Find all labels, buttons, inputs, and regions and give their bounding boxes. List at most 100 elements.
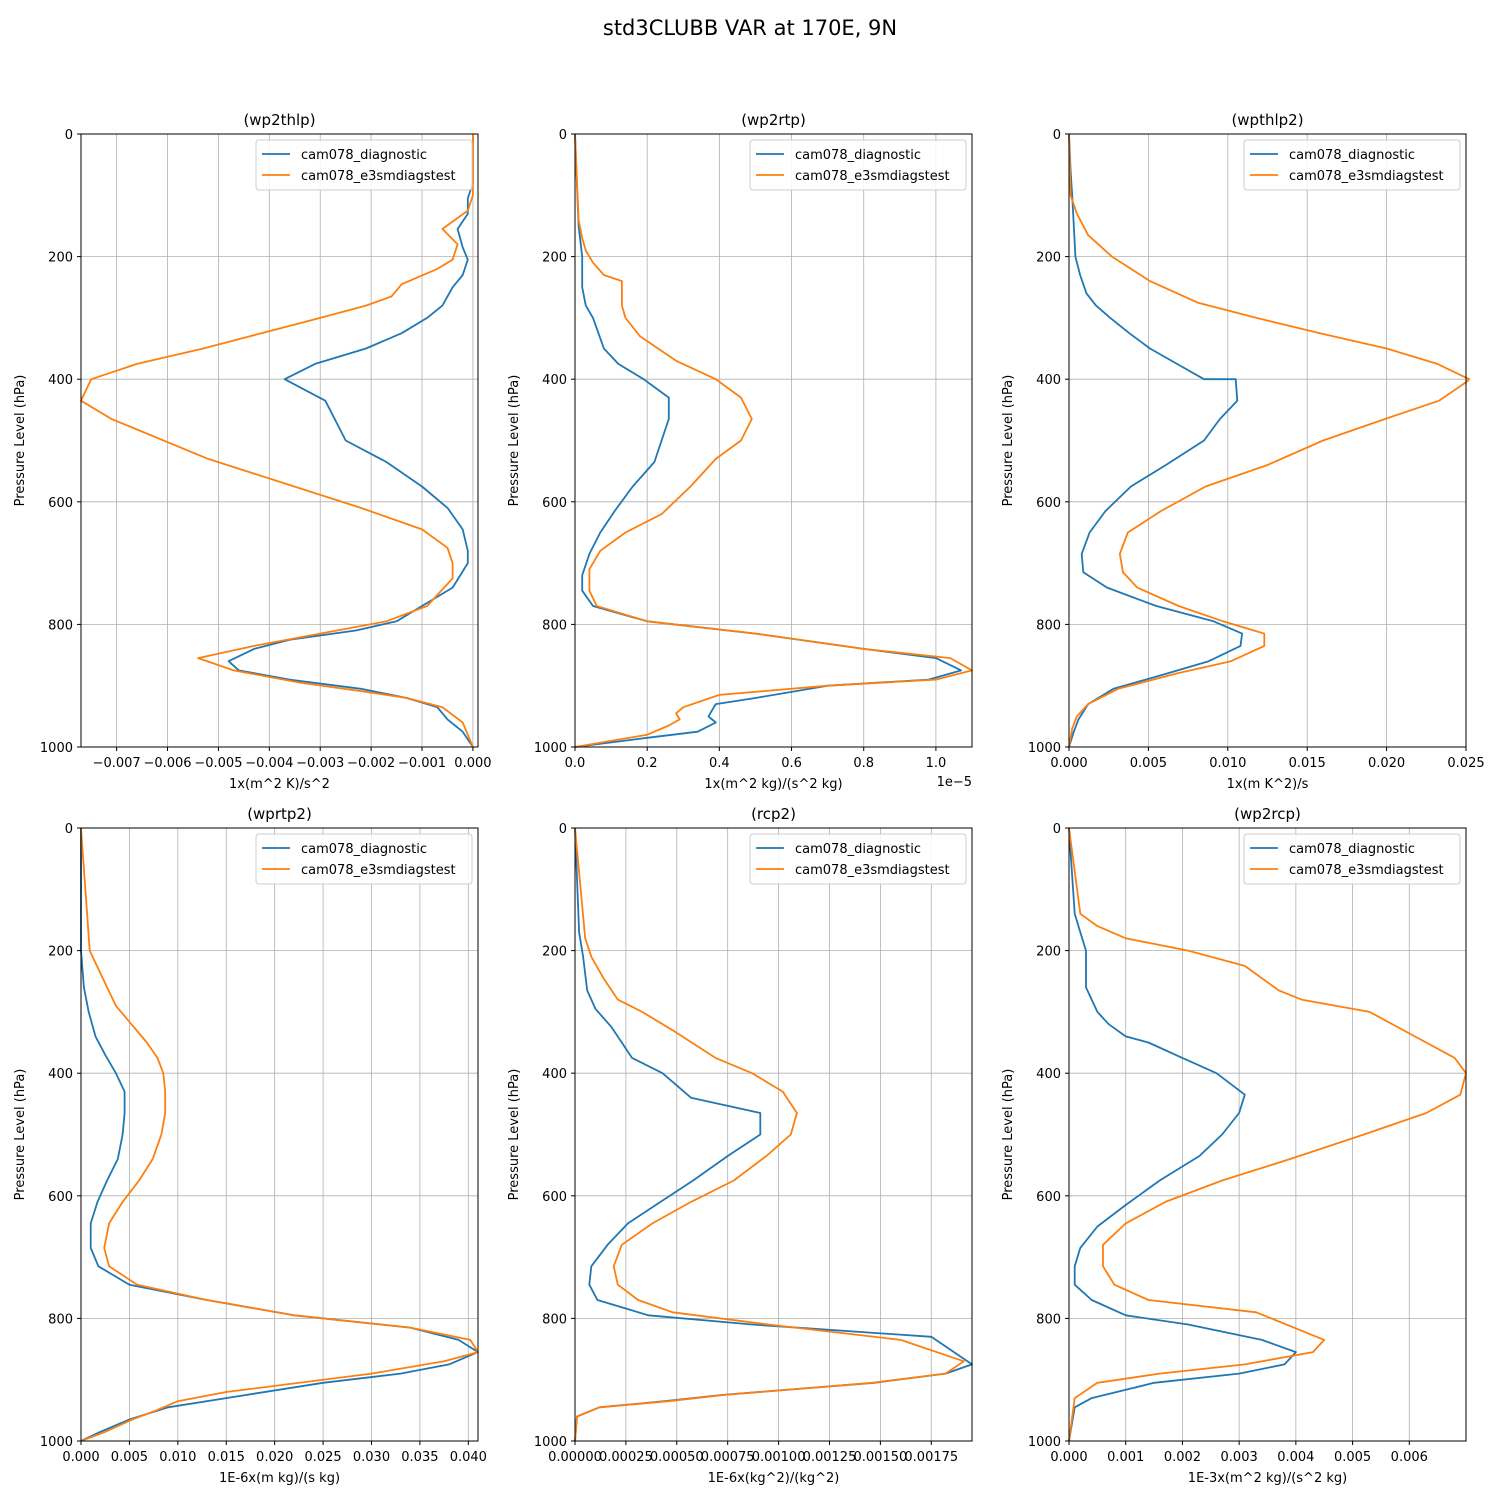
axes-frame — [1068, 827, 1467, 1442]
subplot-4: 0.000 0.005 0.010 0.015 0.020 0.025 0.030 0.035… — [13, 805, 487, 1486]
subplot-6: 0.000 0.001 0.002 0.003 0.004 0.005 0.006 0 200 4… — [1001, 805, 1467, 1486]
series-line-e3smdiagstest — [80, 827, 479, 1442]
x-tick-label: −0.006 — [143, 756, 191, 771]
x-tick-label: 0.00125 — [803, 1450, 857, 1465]
legend-label: cam078_diagnostic — [301, 148, 427, 163]
series-line-diagnostic — [80, 828, 479, 1442]
x-tick-label: 0.006 — [1391, 1450, 1428, 1465]
x-tick-label: 0.001 — [1107, 1450, 1144, 1465]
x-tick-label: 0.000 — [62, 1450, 99, 1465]
legend-label: cam078_diagnostic — [795, 842, 921, 857]
axes-frame — [80, 827, 479, 1442]
x-axis-label: 1E-3x(m^2 kg)/(s^2 kg) — [1188, 1471, 1347, 1486]
subplot-title: (wp2rtp) — [741, 111, 806, 129]
y-axis-label: Pressure Level (hPa) — [13, 375, 28, 507]
x-tick-label: 0.8 — [853, 756, 874, 771]
x-tick-label: 0.00175 — [904, 1450, 958, 1465]
subplot-5: 0.000000.000250.000500.000750.001000.001… — [507, 805, 973, 1486]
legend-label: cam078_e3smdiagstest — [301, 169, 456, 184]
x-tick-label: 0.2 — [637, 756, 658, 771]
legend: cam078_diagnostic cam078_e3smdiagstest — [255, 833, 473, 885]
subplot-title: (wprtp2) — [247, 805, 312, 823]
y-tick-label: 200 — [542, 945, 567, 960]
y-tick-label: 800 — [1036, 1312, 1061, 1327]
y-tick-label: 400 — [542, 373, 567, 388]
x-tick-label: 0.000 — [454, 756, 491, 771]
x-tick-label: 0.000 — [1050, 1450, 1087, 1465]
y-tick-label: 1000 — [40, 741, 73, 756]
y-tick-label: 800 — [48, 1312, 73, 1327]
x-tick-label: 0.020 — [1368, 756, 1405, 771]
x-tick-label: 0.010 — [159, 1450, 196, 1465]
y-tick-label: 400 — [48, 373, 73, 388]
x-tick-label: 0.015 — [208, 1450, 245, 1465]
legend-label: cam078_diagnostic — [301, 842, 427, 857]
legend-box — [255, 833, 473, 885]
legend-label: cam078_e3smdiagstest — [1289, 863, 1444, 878]
legend: cam078_diagnostic cam078_e3smdiagstest — [749, 139, 967, 191]
x-tick-label: 0.004 — [1277, 1450, 1314, 1465]
y-tick-label: 0 — [65, 822, 73, 837]
subplot-3: 0.000 0.005 0.010 0.015 0.020 0.025 0 200 400 600… — [1001, 111, 1485, 792]
x-tick-label: 0.00050 — [650, 1450, 704, 1465]
y-tick-label: 0 — [65, 128, 73, 143]
y-tick-label: 600 — [48, 496, 73, 511]
x-tick-label: 0.005 — [1334, 1450, 1371, 1465]
x-tick-label: 0.00100 — [752, 1450, 806, 1465]
legend-box — [1243, 139, 1461, 191]
legend-box — [1243, 833, 1461, 885]
y-tick-label: 1000 — [1028, 1435, 1061, 1450]
x-tick-label: −0.003 — [296, 756, 344, 771]
legend-box — [749, 833, 967, 885]
y-tick-label: 0 — [1053, 822, 1061, 837]
x-tick-label: 0.010 — [1209, 756, 1246, 771]
y-tick-label: 400 — [1036, 373, 1061, 388]
x-axis-label: 1E-6x(m kg)/(s kg) — [219, 1471, 340, 1486]
series-line-diagnostic — [574, 133, 963, 748]
y-tick-label: 1000 — [1028, 741, 1061, 756]
axes-frame — [574, 133, 973, 748]
x-tick-label: 0.005 — [1130, 756, 1167, 771]
y-tick-label: 1000 — [534, 741, 567, 756]
x-tick-label: −0.004 — [245, 756, 293, 771]
y-tick-label: 0 — [559, 822, 567, 837]
y-axis-label: Pressure Level (hPa) — [13, 1069, 28, 1201]
series-line-e3smdiagstest — [1068, 827, 1467, 1442]
subplot-title: (rcp2) — [751, 805, 796, 823]
x-tick-label: −0.005 — [194, 756, 242, 771]
x-tick-label: 0.020 — [256, 1450, 293, 1465]
y-tick-label: 600 — [542, 496, 567, 511]
y-tick-label: 200 — [48, 945, 73, 960]
x-axis-label: 1x(m K^2)/s — [1227, 777, 1309, 792]
y-tick-label: 600 — [1036, 1190, 1061, 1205]
subplot-title: (wpthlp2) — [1231, 111, 1303, 129]
y-tick-label: 0 — [559, 128, 567, 143]
x-tick-label: 0.6 — [781, 756, 802, 771]
y-tick-label: 800 — [542, 1312, 567, 1327]
series-line-e3smdiagstest — [574, 133, 973, 748]
y-tick-label: 400 — [48, 1067, 73, 1082]
y-tick-label: 1000 — [40, 1435, 73, 1450]
legend-box — [749, 139, 967, 191]
y-tick-label: 0 — [1053, 128, 1061, 143]
y-axis-label: Pressure Level (hPa) — [507, 375, 522, 507]
legend: cam078_diagnostic cam078_e3smdiagstest — [1243, 139, 1461, 191]
y-tick-label: 600 — [542, 1190, 567, 1205]
series-line-diagnostic — [227, 134, 474, 748]
subplot-2: 0.0 0.2 0.4 0.6 0.8 1.0 0 200 400 600 800 1000 (wp2r… — [507, 111, 973, 792]
x-axis-label: 1x(m^2 kg)/(s^2 kg) — [704, 777, 842, 792]
y-axis-label: Pressure Level (hPa) — [1001, 1069, 1016, 1201]
x-tick-label: 0.0 — [565, 756, 586, 771]
x-tick-label: 0.00150 — [854, 1450, 908, 1465]
x-tick-label: 0.040 — [450, 1450, 487, 1465]
legend: cam078_diagnostic cam078_e3smdiagstest — [1243, 833, 1461, 885]
legend-label: cam078_diagnostic — [1289, 148, 1415, 163]
x-tick-label: 0.000 — [1050, 756, 1087, 771]
subplot-1: −0.007 −0.006 −0.005 −0.004 −0.003 −0.002 −0.0… — [13, 111, 492, 792]
x-offset-label: 1e−5 — [937, 775, 972, 790]
axes-frame — [80, 133, 479, 748]
legend-label: cam078_e3smdiagstest — [795, 169, 950, 184]
series-line-diagnostic — [574, 827, 973, 1442]
x-tick-label: 0.015 — [1289, 756, 1326, 771]
